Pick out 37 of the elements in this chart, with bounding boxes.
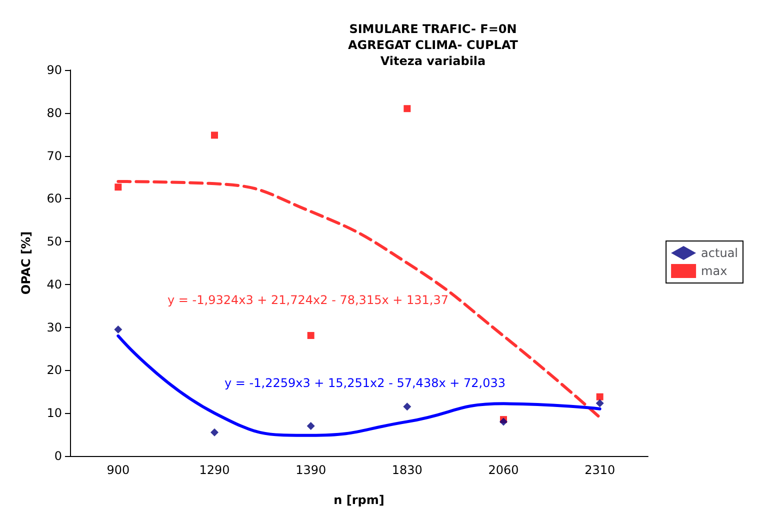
x-tick-label: 1290 [199, 463, 230, 477]
y-tick-label: 40 [46, 277, 62, 292]
x-tick-label: 900 [106, 463, 130, 477]
x-tick-label: 1830 [392, 463, 422, 477]
x-tick-label: 2060 [488, 463, 519, 477]
y-tick-label: 10 [46, 406, 62, 420]
point [306, 422, 315, 430]
legend-label: actual [701, 246, 738, 260]
y-tick-label: 80 [46, 106, 62, 120]
y-axis-title: OPAC [%] [19, 231, 33, 295]
y-tick-label: 90 [46, 63, 62, 77]
y-tick-label: 20 [46, 363, 62, 378]
line-series [116, 180, 602, 419]
chart-subtitle: Viteza variabila [380, 54, 486, 68]
point [114, 325, 122, 334]
x-tick-label: 2310 [584, 463, 616, 477]
point [307, 332, 314, 339]
y-tick-label: 70 [46, 148, 62, 163]
y-tick-label: 0 [54, 449, 62, 463]
point [404, 105, 411, 112]
y-tick-label: 60 [46, 192, 62, 206]
point [596, 399, 604, 408]
y-tick-label: 50 [46, 234, 62, 249]
point [403, 402, 412, 411]
point [596, 393, 604, 400]
legend-label: max [701, 264, 728, 278]
x-axis-title: n [rpm] [334, 493, 384, 507]
point [500, 418, 508, 426]
point [114, 184, 122, 191]
annotation: y = -1,2259x3 + 15,251x2 - 57,438x + 72,033 [224, 376, 506, 390]
y-tick-label: 30 [46, 320, 62, 334]
annotation: y = -1,9324x3 + 21,724x2 - 78,315x + 131,37 [168, 293, 448, 307]
point [211, 132, 218, 139]
line-series [116, 334, 602, 437]
point [210, 428, 218, 436]
x-tick-label: 1390 [296, 463, 326, 477]
chart-title: SIMULARE TRAFIC- F=0N AGREGAT CLIMA- CUPLAT [348, 22, 519, 52]
